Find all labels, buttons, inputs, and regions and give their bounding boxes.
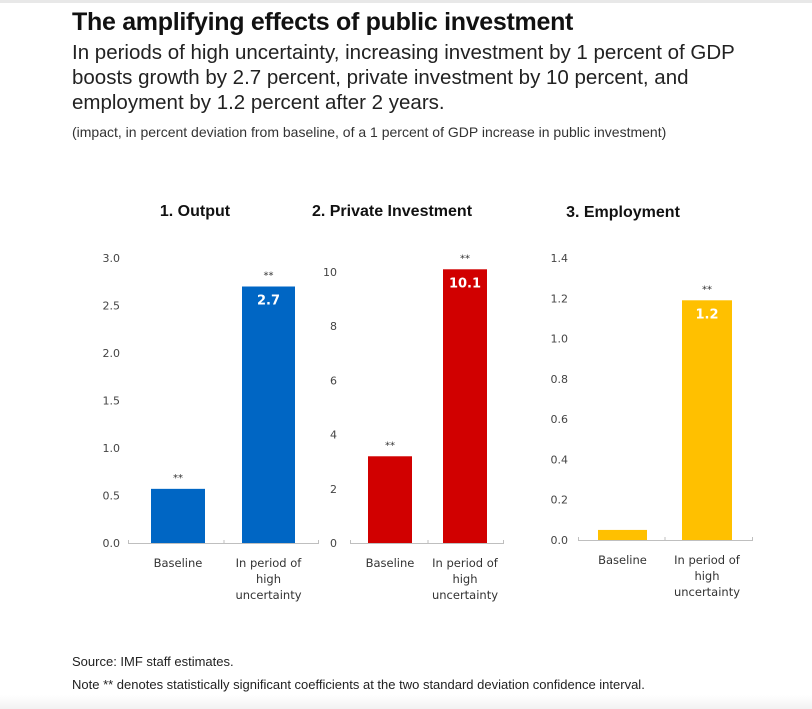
bar-high-uncertainty [682, 300, 732, 540]
y-tick-label: 2.5 [103, 300, 121, 313]
y-tick-label: 0.4 [551, 453, 569, 466]
units-note: (impact, in percent deviation from basel… [72, 124, 667, 140]
chart-title: The amplifying effects of public investm… [72, 8, 574, 36]
y-tick-label: 1.0 [551, 333, 569, 346]
x-category-label: In period of [432, 556, 499, 570]
y-tick-label: 0.0 [551, 534, 569, 547]
chart-panel-1: 1. Output 0.0 0.5 1.0 1.5 2.0 2.5 3.0 ** Baseline… [103, 203, 319, 602]
x-category-label: In period of [674, 553, 741, 567]
y-tick-label: 10 [323, 266, 337, 279]
chart-panel-3: 3. Employment 0.0 0.2 0.4 0.6 0.8 1.0 1.2 1.4 Bas… [551, 204, 753, 599]
y-tick-label: 4 [330, 429, 337, 442]
significance-marker: ** [702, 284, 712, 295]
y-tick-label: 0 [330, 537, 337, 550]
y-tick-label: 8 [330, 320, 337, 333]
y-tick-label: 3.0 [103, 252, 121, 265]
y-tick-label: 2 [330, 483, 337, 496]
significance-note: Note ** denotes statistically significan… [72, 677, 645, 692]
y-tick-label: 0.0 [103, 537, 121, 550]
significance-marker: ** [460, 253, 470, 264]
x-category-label: Baseline [598, 553, 647, 567]
y-tick-label: 0.8 [551, 373, 569, 386]
x-category-label: uncertainty [235, 588, 301, 602]
x-category-label: high [694, 569, 719, 583]
x-category-label: Baseline [366, 556, 415, 570]
y-tick-label: 0.2 [551, 494, 569, 507]
source-note: Source: IMF staff estimates. [72, 654, 234, 669]
x-category-label: high [256, 572, 281, 586]
panel-title: 1. Output [160, 203, 231, 220]
data-label: 10.1 [449, 276, 481, 291]
y-tick-label: 1.0 [103, 442, 121, 455]
y-tick-label: 0.5 [103, 490, 121, 503]
top-border [0, 0, 812, 3]
bar-baseline [598, 529, 647, 540]
panel-title: 2. Private Investment [312, 203, 473, 220]
y-tick-label: 1.5 [103, 395, 121, 408]
x-category-label: Baseline [154, 556, 203, 570]
bar-baseline [368, 456, 412, 543]
x-category-label: uncertainty [432, 588, 498, 602]
panel-title: 3. Employment [566, 204, 680, 221]
data-label: 1.2 [695, 307, 718, 322]
bottom-fade [0, 695, 812, 709]
chart-subtitle: In periods of high uncertainty, increasi… [72, 41, 735, 114]
x-category-label: high [452, 572, 477, 586]
y-tick-label: 1.4 [551, 252, 569, 265]
y-tick-label: 6 [330, 374, 337, 387]
data-label: 2.7 [257, 294, 280, 309]
x-category-label: In period of [236, 556, 303, 570]
chart-panel-2: 2. Private Investment 0 2 4 6 8 10 ** Baseline 10… [312, 203, 504, 602]
y-tick-label: 0.6 [551, 413, 569, 426]
bar-high-uncertainty [443, 269, 487, 543]
y-tick-label: 2.0 [103, 347, 121, 360]
y-tick-label: 1.2 [551, 292, 569, 305]
bar-baseline [151, 488, 205, 543]
bar-high-uncertainty [242, 286, 295, 543]
significance-marker: ** [173, 473, 183, 484]
significance-marker: ** [264, 271, 274, 282]
significance-marker: ** [385, 440, 395, 451]
x-category-label: uncertainty [674, 585, 740, 599]
